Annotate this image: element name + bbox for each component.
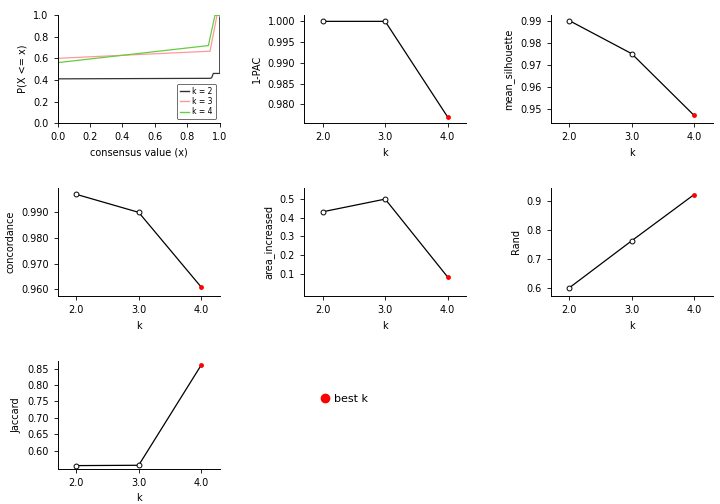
X-axis label: k: k bbox=[136, 493, 142, 503]
Y-axis label: mean_silhouette: mean_silhouette bbox=[503, 28, 515, 110]
X-axis label: k: k bbox=[629, 321, 634, 331]
Legend: k = 2, k = 3, k = 4: k = 2, k = 3, k = 4 bbox=[177, 84, 216, 119]
X-axis label: k: k bbox=[382, 148, 388, 158]
X-axis label: k: k bbox=[629, 148, 634, 158]
Y-axis label: area_increased: area_increased bbox=[264, 205, 274, 279]
Y-axis label: Jaccard: Jaccard bbox=[12, 397, 22, 432]
X-axis label: consensus value (x): consensus value (x) bbox=[90, 148, 188, 158]
Y-axis label: concordance: concordance bbox=[5, 211, 15, 273]
Y-axis label: P(X <= x): P(X <= x) bbox=[18, 45, 27, 93]
Y-axis label: Rand: Rand bbox=[510, 229, 521, 255]
X-axis label: k: k bbox=[382, 321, 388, 331]
Legend: best k: best k bbox=[318, 389, 373, 408]
Y-axis label: 1-PAC: 1-PAC bbox=[252, 55, 262, 83]
X-axis label: k: k bbox=[136, 321, 142, 331]
